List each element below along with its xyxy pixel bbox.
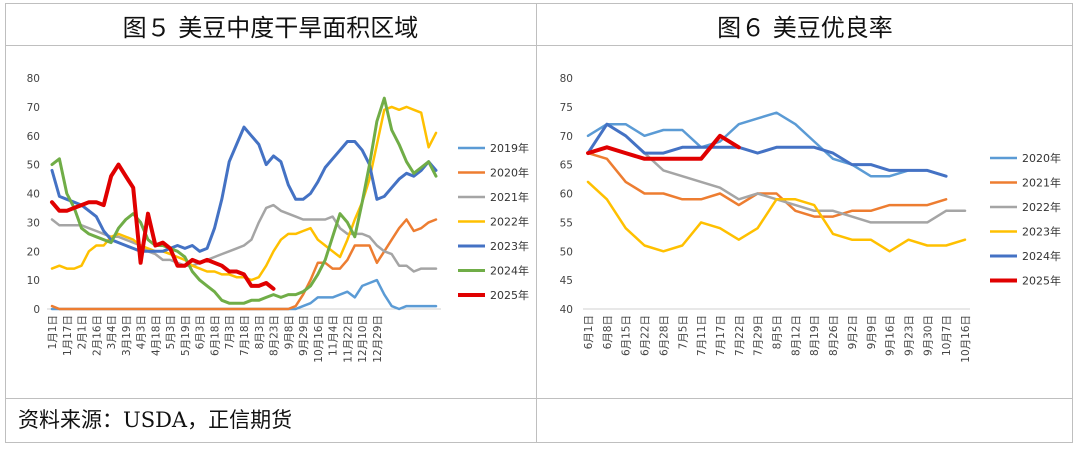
c1-legend-label: 2020年: [490, 166, 529, 180]
c2-y-tick-label: 65: [560, 160, 573, 172]
c1-x-tick-label: 9月29日: [298, 315, 310, 356]
c2-legend-label: 2025年: [1022, 274, 1061, 288]
c2-x-tick-label: 7月22日: [734, 315, 746, 356]
c1-x-tick-label: 8月23日: [269, 315, 281, 356]
c2-x-tick-label: 6月1日: [583, 315, 595, 349]
c1-x-tick-label: 3月19日: [121, 315, 133, 356]
c1-x-tick-label: 12月10日: [357, 315, 369, 363]
c2-x-tick-label: 9月9日: [866, 315, 878, 349]
c1-y-tick-label: 50: [27, 160, 40, 172]
source-divider: [5, 398, 1073, 399]
c1-series-line-2025年: [50, 162, 276, 291]
source-note: 资料来源：USDA，正信期货: [18, 408, 293, 432]
c2-y-tick-label: 40: [560, 304, 573, 316]
c2-x-tick-label: 7月17日: [715, 315, 727, 356]
c2-y-tick-label: 80: [560, 73, 573, 85]
c1-x-tick-label: 1月1日: [47, 315, 59, 349]
c1-x-tick-label: 6月18日: [209, 315, 221, 356]
c2-x-tick-label: 8月5日: [772, 315, 784, 349]
c2-x-tick-label: 6月15日: [621, 315, 633, 356]
c2-y-tick-label: 70: [560, 131, 573, 143]
c2-x-tick-label: 6月22日: [640, 315, 652, 356]
c1-y-tick-label: 60: [27, 131, 40, 143]
c2-y-tick-label: 60: [560, 189, 573, 201]
title-divider: [5, 45, 1073, 46]
c1-x-tick-label: 12月29日: [372, 315, 384, 363]
c1-series-line-2019年: [50, 278, 438, 311]
c1-series-line-2023年: [50, 125, 438, 253]
c2-x-tick-label: 7月11日: [696, 315, 708, 356]
c1-x-tick-label: 5月19日: [180, 315, 192, 356]
c1-legend-label: 2019年: [490, 141, 529, 155]
c2-y-tick-label: 55: [560, 217, 573, 229]
c1-x-tick-label: 4月18日: [150, 315, 162, 356]
c2-x-tick-label: 10月16日: [960, 315, 972, 363]
c1-x-tick-label: 7月3日: [224, 315, 236, 349]
c2-x-tick-label: 9月23日: [903, 315, 915, 356]
c1-x-tick-label: 1月17日: [62, 315, 74, 356]
c1-series-line-2021年: [50, 203, 438, 273]
c1-x-tick-label: 10月16日: [313, 315, 325, 363]
c2-series-line-2021年: [586, 151, 948, 218]
c1-legend-label: 2025年: [490, 288, 529, 302]
c1-legend-label: 2024年: [490, 264, 529, 278]
c1-x-tick-label: 6月3日: [195, 315, 207, 349]
c2-x-tick-label: 9月16日: [885, 315, 897, 356]
c2-y-tick-label: 50: [560, 246, 573, 258]
figure-frame: [5, 3, 1073, 443]
c1-y-tick-label: 10: [27, 275, 40, 287]
c2-series-line-2020年: [586, 111, 948, 178]
c1-x-tick-label: 9月8日: [283, 315, 295, 349]
c1-x-tick-label: 4月3日: [136, 315, 148, 349]
c1-y-tick-label: 20: [27, 246, 40, 258]
c1-x-tick-label: 8月3日: [254, 315, 266, 349]
c2-x-tick-label: 7月29日: [753, 315, 765, 356]
c2-x-tick-label: 10月7日: [941, 315, 953, 356]
c2-legend-label: 2021年: [1022, 176, 1061, 190]
c2-series-line-2023年: [586, 180, 967, 253]
c1-x-tick-label: 11月4日: [328, 315, 340, 356]
c1-x-tick-label: 11月22日: [342, 315, 354, 363]
c1-legend-label: 2023年: [490, 239, 529, 253]
c1-y-tick-label: 40: [27, 189, 40, 201]
c2-series-line-2024年: [586, 122, 948, 178]
c2-x-tick-label: 9月30日: [922, 315, 934, 356]
c2-x-tick-label: 9月2日: [847, 315, 859, 349]
c1-series-line-2022年: [50, 105, 438, 282]
c1-x-tick-label: 7月18日: [239, 315, 251, 356]
c1-x-tick-label: 2月1日: [77, 315, 89, 349]
c1-x-tick-label: 3月4日: [106, 315, 118, 349]
c2-legend-label: 2024年: [1022, 249, 1061, 263]
c1-y-tick-label: 70: [27, 102, 40, 114]
right-chart-title: 图６ 美豆优良率: [717, 14, 893, 42]
c1-series-line-2020年: [50, 218, 438, 311]
c1-y-tick-label: 30: [27, 217, 40, 229]
c1-legend-label: 2022年: [490, 215, 529, 229]
c1-x-tick-label: 2月16日: [91, 315, 103, 356]
c2-legend-label: 2022年: [1022, 200, 1061, 214]
c2-x-tick-label: 6月28日: [658, 315, 670, 356]
c2-x-tick-label: 7月5日: [677, 315, 689, 349]
c2-x-tick-label: 8月19日: [809, 315, 821, 356]
c1-y-tick-label: 80: [27, 73, 40, 85]
c2-legend-label: 2023年: [1022, 225, 1061, 239]
c2-legend-label: 2020年: [1022, 151, 1061, 165]
c2-y-tick-label: 45: [560, 275, 573, 287]
panel-divider: [536, 3, 537, 443]
c2-x-tick-label: 6月8日: [602, 315, 614, 349]
left-chart-title: 图５ 美豆中度干旱面积区域: [122, 14, 419, 42]
c2-series-line-2022年: [624, 134, 967, 224]
c1-legend-label: 2021年: [490, 190, 529, 204]
c2-x-tick-label: 8月26日: [828, 315, 840, 356]
c1-x-tick-label: 5月3日: [165, 315, 177, 349]
c1-series-line-2024年: [50, 96, 438, 305]
c2-x-tick-label: 8月12日: [790, 315, 802, 356]
c1-y-tick-label: 0: [33, 304, 40, 316]
c2-y-tick-label: 75: [560, 102, 573, 114]
c2-series-line-2025年: [586, 133, 741, 161]
